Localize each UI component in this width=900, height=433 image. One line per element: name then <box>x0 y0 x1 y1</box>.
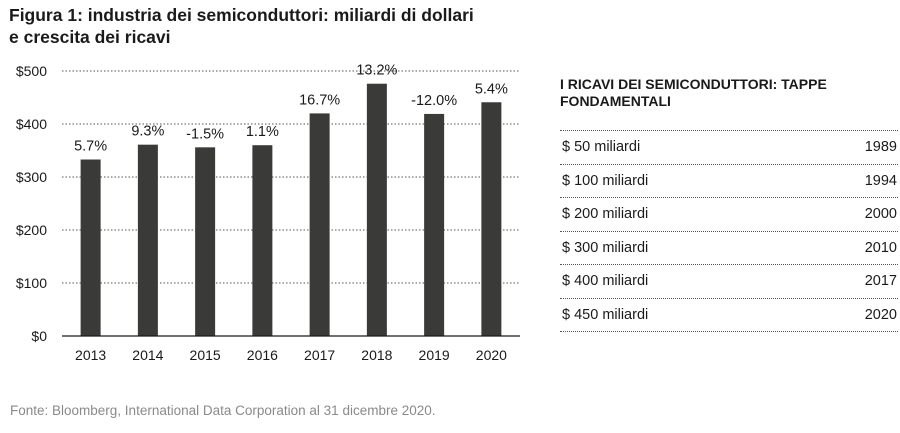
y-tick-label: $100 <box>16 275 47 291</box>
y-tick-label: $0 <box>31 328 47 344</box>
bar <box>137 144 158 336</box>
milestone-row: $ 50 miliardi 1989 <box>560 131 898 165</box>
milestone-row: $ 300 miliardi 2010 <box>560 232 898 265</box>
y-tick-label: $500 <box>16 63 47 79</box>
data-label: -12.0% <box>411 93 457 109</box>
data-label: 9.3% <box>131 124 164 140</box>
milestone-row: $ 100 miliardi 1994 <box>560 165 898 198</box>
chart-title: Figura 1: industria dei semiconduttori: … <box>9 5 474 47</box>
bar <box>195 147 216 336</box>
bar <box>424 113 445 337</box>
data-label: -1.5% <box>186 126 224 142</box>
milestone-amount: $ 450 miliardi <box>562 306 649 323</box>
x-tick-label: 2018 <box>361 347 392 363</box>
milestone-year: 2020 <box>864 306 897 323</box>
x-tick-label: 2016 <box>247 347 278 363</box>
milestone-row: $ 400 miliardi 2017 <box>560 265 898 299</box>
y-tick-label: $200 <box>16 222 47 238</box>
milestones-title: I RICAVI DEI SEMICONDUTTORI: TAPPE FONDA… <box>560 76 827 109</box>
bar-chart: $0 $100 $200 $300 $400 $500 5.7% 2013 9.3% 2014 -1… <box>16 63 520 363</box>
milestone-year: 1989 <box>864 139 897 156</box>
x-tick-label: 2015 <box>190 347 221 363</box>
milestone-year: 1994 <box>864 172 897 189</box>
milestone-year: 2000 <box>864 206 897 223</box>
x-tick-label: 2013 <box>75 347 106 363</box>
data-label: 16.7% <box>299 92 340 108</box>
source-note: Fonte: Bloomberg, International Data Cor… <box>10 403 436 418</box>
milestone-year: 2010 <box>864 239 897 256</box>
milestone-amount: $ 50 miliardi <box>562 139 641 156</box>
milestone-amount: $ 200 miliardi <box>562 206 649 223</box>
x-tick-label: 2020 <box>476 347 507 363</box>
x-tick-label: 2019 <box>419 347 450 363</box>
x-tick-label: 2014 <box>132 347 163 363</box>
data-label: 1.1% <box>246 124 279 140</box>
milestone-row: $ 450 miliardi 2020 <box>560 299 898 332</box>
y-tick-label: $400 <box>16 116 47 132</box>
milestone-row: $ 200 miliardi 2000 <box>560 198 898 232</box>
bar <box>309 113 330 337</box>
bar <box>252 145 273 336</box>
milestone-amount: $ 100 miliardi <box>562 172 649 189</box>
data-label: 5.4% <box>475 81 508 97</box>
bar <box>80 159 101 336</box>
milestones-table: $ 50 miliardi 1989 $ 100 miliardi 1994 $ 2… <box>560 130 898 332</box>
data-label: 13.2% <box>356 63 397 79</box>
data-label: 5.7% <box>74 139 107 155</box>
milestone-amount: $ 300 miliardi <box>562 239 649 256</box>
y-tick-label: $300 <box>16 169 47 185</box>
milestone-year: 2017 <box>864 273 897 290</box>
x-tick-label: 2017 <box>304 347 335 363</box>
bar <box>366 83 387 336</box>
milestone-amount: $ 400 miliardi <box>562 273 649 290</box>
bar <box>481 102 502 337</box>
